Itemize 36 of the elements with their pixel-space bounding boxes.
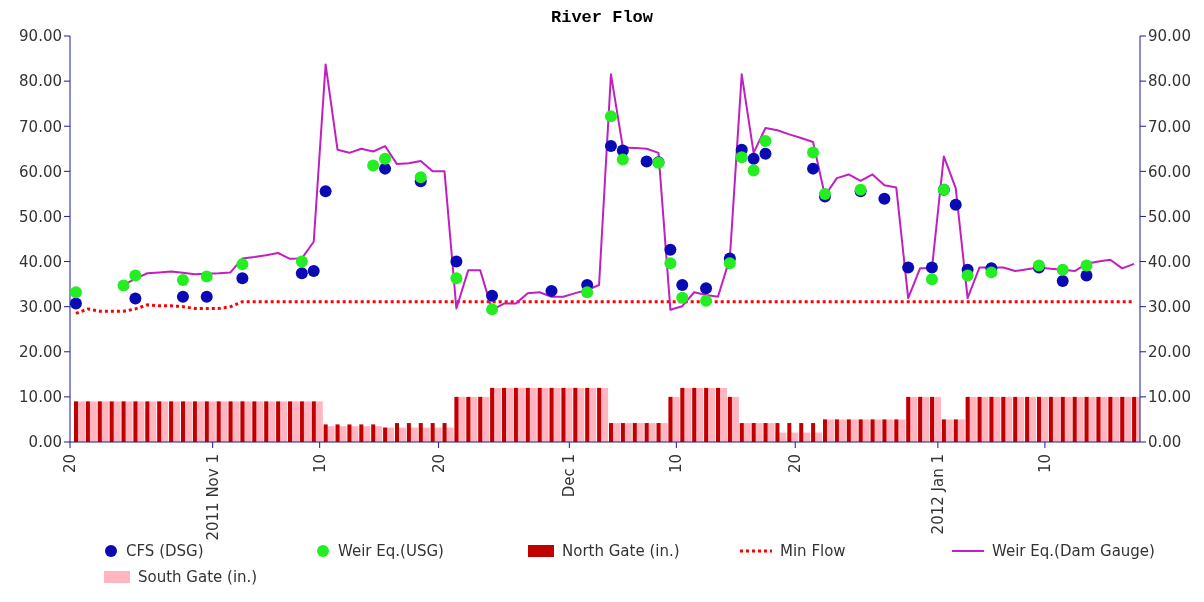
y-tick-label: 50.00 (19, 207, 62, 226)
x-tick-label: 20 (61, 454, 79, 474)
legend-label: South Gate (in.) (138, 568, 258, 586)
y-tick-label: 90.00 (19, 27, 62, 46)
legend-label: Min Flow (780, 542, 846, 560)
y2-tick-label: 30.00 (1148, 297, 1191, 316)
y2-tick-label: 90.00 (1148, 27, 1191, 46)
y-tick-label: 20.00 (19, 343, 62, 362)
y2-tick-label: 40.00 (1148, 252, 1191, 271)
y2-tick-label: 10.00 (1148, 388, 1191, 407)
y2-tick-label: 80.00 (1148, 72, 1191, 91)
x-tick-label: 10 (667, 454, 686, 474)
x-tick-label: 20 (786, 454, 805, 474)
x-tick-label: 10 (1035, 454, 1054, 474)
y2-tick-label: 0.00 (1148, 433, 1182, 452)
x-tick-label: 2011 Nov 1 (203, 454, 222, 541)
y-tick-label: 80.00 (19, 72, 62, 91)
legend-label: Weir Eq.(USG) (338, 542, 444, 560)
x-tick-label: 10 (310, 454, 329, 474)
y-tick-label: 70.00 (19, 117, 62, 136)
y-tick-label: 60.00 (19, 162, 62, 181)
y2-tick-label: 70.00 (1148, 117, 1191, 136)
y2-tick-label: 50.00 (1148, 207, 1191, 226)
legend-label: CFS (DSG) (126, 542, 204, 560)
y-tick-label: 30.00 (19, 297, 62, 316)
x-tick-label: 20 (429, 454, 448, 474)
legend-label: Weir Eq.(Dam Gauge) (992, 542, 1155, 560)
x-tick-label: 2012 Jan 1 (928, 454, 947, 535)
chart-title: River Flow (550, 8, 654, 28)
y-tick-label: 40.00 (19, 252, 62, 271)
y2-tick-label: 20.00 (1148, 343, 1191, 362)
legend-label: North Gate (in.) (562, 542, 680, 560)
y-tick-label: 10.00 (19, 388, 62, 407)
x-tick-label: Dec 1 (560, 454, 579, 498)
y2-tick-label: 60.00 (1148, 162, 1191, 181)
y-tick-label: 0.00 (28, 433, 62, 452)
